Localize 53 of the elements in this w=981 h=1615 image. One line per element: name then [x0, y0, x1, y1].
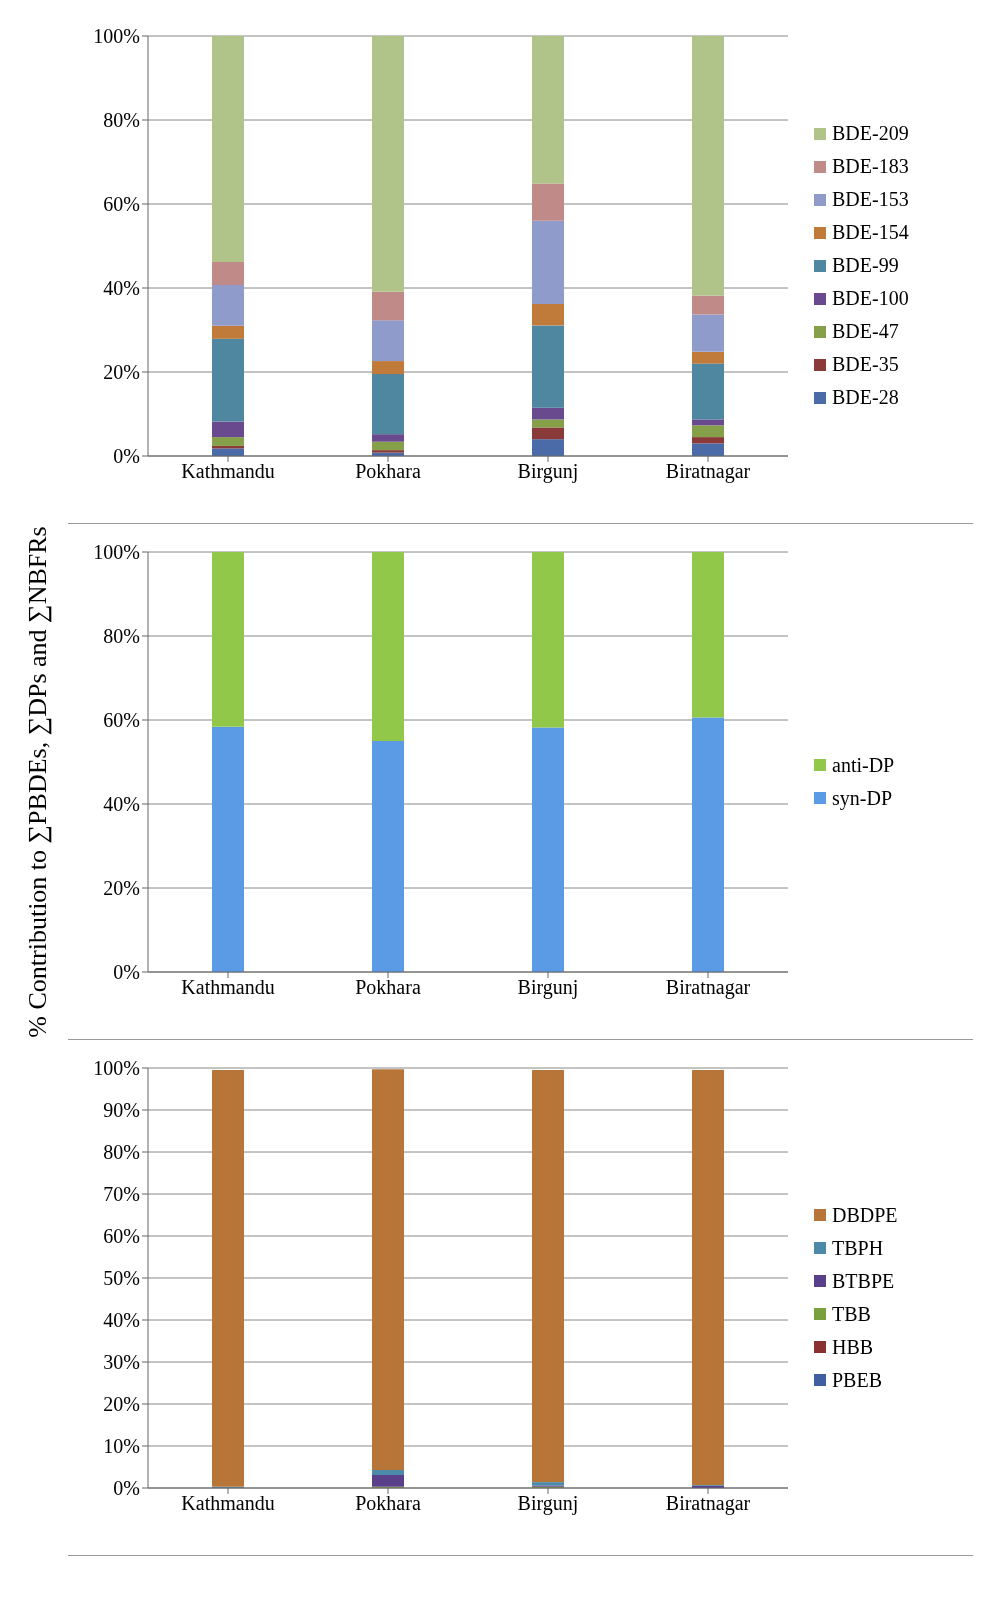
- y-tick-label: 40%: [103, 276, 140, 299]
- y-tick-label: 80%: [103, 624, 140, 647]
- x-tick-label: Pokhara: [355, 459, 421, 482]
- y-tick-label: 70%: [103, 1182, 140, 1205]
- y-tick-label: 100%: [93, 540, 140, 563]
- x-tick-label: Birgunj: [517, 975, 579, 999]
- y-tick-label: 30%: [103, 1350, 140, 1373]
- legend-label: BDE-154: [832, 221, 909, 244]
- legend-label: PBEB: [832, 1368, 883, 1392]
- y-axis-title: % Contribution to ∑PBDEs, ∑DPs and ∑NBFRs: [23, 526, 53, 1038]
- legend-label: HBB: [832, 1335, 874, 1359]
- y-tick-label: 10%: [103, 1434, 140, 1457]
- y-tick-label: 20%: [103, 1392, 140, 1415]
- y-tick-label: 80%: [103, 108, 140, 131]
- y-tick-label: 0%: [113, 1476, 140, 1499]
- y-tick-label: 0%: [113, 960, 140, 983]
- legend-label: BDE-100: [832, 287, 909, 310]
- legend-label: DBDPE: [832, 1203, 898, 1227]
- legend-label: BDE-35: [832, 353, 899, 376]
- y-tick-label: 0%: [113, 444, 140, 467]
- y-tick-label: 20%: [103, 360, 140, 383]
- y-tick-label: 50%: [103, 1266, 140, 1289]
- y-tick-label: 60%: [103, 1224, 140, 1247]
- x-tick-label: Biratnagar: [665, 975, 751, 999]
- legend-label: anti-DP: [832, 753, 895, 777]
- legend-label: BDE-28: [832, 386, 899, 409]
- x-tick-label: Pokhara: [355, 1491, 421, 1514]
- x-tick-label: Birgunj: [517, 459, 579, 483]
- legend-label: BTBPE: [832, 1269, 895, 1293]
- y-tick-label: 40%: [103, 1308, 140, 1331]
- y-tick-label: 100%: [93, 24, 140, 47]
- y-tick-label: 60%: [103, 192, 140, 215]
- legend-label: BDE-153: [832, 188, 909, 211]
- y-tick-label: 100%: [93, 1056, 140, 1079]
- y-tick-label: 60%: [103, 708, 140, 731]
- x-tick-label: Biratnagar: [665, 459, 751, 483]
- legend-label: syn-DP: [832, 786, 893, 810]
- y-tick-label: 80%: [103, 1140, 140, 1163]
- legend-label: BDE-209: [832, 122, 909, 145]
- legend-label: BDE-99: [832, 254, 899, 277]
- legend-label: BDE-183: [832, 155, 909, 178]
- y-tick-label: 40%: [103, 792, 140, 815]
- x-tick-label: Kathmandu: [181, 459, 275, 482]
- x-tick-label: Kathmandu: [181, 1491, 275, 1514]
- x-tick-label: Pokhara: [355, 975, 421, 998]
- legend-label: TBB: [832, 1302, 871, 1326]
- x-tick-label: Birgunj: [517, 1491, 579, 1515]
- y-tick-label: 90%: [103, 1098, 140, 1121]
- x-tick-label: Kathmandu: [181, 975, 275, 998]
- x-tick-label: Biratnagar: [665, 1491, 751, 1515]
- legend-label: BDE-47: [832, 320, 899, 343]
- y-tick-label: 20%: [103, 876, 140, 899]
- legend-label: TBPH: [832, 1236, 884, 1260]
